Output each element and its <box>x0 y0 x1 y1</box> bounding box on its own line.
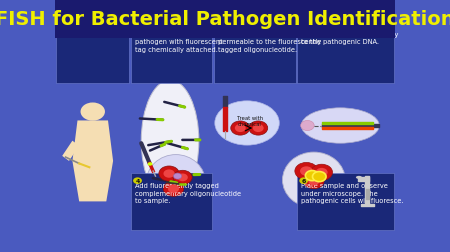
Circle shape <box>177 174 188 181</box>
Text: Chemically treat tissue sample to
make the membranes of all cells
permeable to t: Chemically treat tissue sample to make t… <box>218 24 330 52</box>
Polygon shape <box>72 121 113 202</box>
Circle shape <box>133 178 142 184</box>
Circle shape <box>299 19 308 25</box>
Text: 5: 5 <box>302 20 306 25</box>
Circle shape <box>173 173 182 179</box>
Circle shape <box>235 124 246 133</box>
Circle shape <box>312 172 326 182</box>
FancyBboxPatch shape <box>297 14 394 84</box>
Circle shape <box>306 171 319 181</box>
Circle shape <box>168 185 179 193</box>
Circle shape <box>81 103 105 121</box>
Circle shape <box>316 168 328 177</box>
Circle shape <box>58 19 68 25</box>
Text: 2: 2 <box>135 20 140 25</box>
Polygon shape <box>167 197 173 215</box>
Ellipse shape <box>356 176 362 179</box>
FancyBboxPatch shape <box>55 0 395 39</box>
Circle shape <box>300 167 313 176</box>
Ellipse shape <box>283 152 345 208</box>
Text: 6: 6 <box>302 178 306 183</box>
Text: Treat with
chemical: Treat with chemical <box>237 116 263 127</box>
Ellipse shape <box>168 215 172 218</box>
Circle shape <box>159 166 179 181</box>
Text: Synthesize complementary
oligonucleotide for suspected
pathogen with fluorescent: Synthesize complementary oligonucleotide… <box>135 24 234 52</box>
Circle shape <box>311 165 333 181</box>
Text: Add fluorescently tagged
complementary oligonucleotide
to sample.: Add fluorescently tagged complementary o… <box>135 183 241 204</box>
Text: 3: 3 <box>218 20 223 25</box>
Circle shape <box>133 19 142 25</box>
Circle shape <box>299 178 308 184</box>
Circle shape <box>253 124 264 133</box>
FancyBboxPatch shape <box>56 14 129 84</box>
Circle shape <box>301 121 314 131</box>
FancyBboxPatch shape <box>130 173 212 230</box>
Ellipse shape <box>215 102 279 146</box>
Text: The fluorescently tagged
oligonucleotide will bind only
to the pathogenic DNA.: The fluorescently tagged oligonucleotide… <box>302 24 399 45</box>
Text: Plate sample and observe
under microscope. The
pathogenic cells will fluoresce.: Plate sample and observe under microscop… <box>302 183 404 204</box>
Ellipse shape <box>146 155 206 210</box>
Circle shape <box>249 121 268 136</box>
Text: 4: 4 <box>135 178 140 183</box>
FancyBboxPatch shape <box>297 173 394 230</box>
Text: 1: 1 <box>61 20 65 25</box>
Circle shape <box>216 19 225 25</box>
Circle shape <box>173 171 192 185</box>
Circle shape <box>295 163 318 180</box>
Text: FISH for Bacterial Pathogen Identification: FISH for Bacterial Pathogen Identificati… <box>0 10 450 29</box>
FancyBboxPatch shape <box>214 14 296 84</box>
Circle shape <box>148 163 153 166</box>
Text: Collect infected tissue
sample from patient.: Collect infected tissue sample from pati… <box>60 24 135 37</box>
Circle shape <box>304 174 324 189</box>
FancyBboxPatch shape <box>130 14 212 84</box>
Circle shape <box>308 177 319 185</box>
Ellipse shape <box>302 108 379 144</box>
Circle shape <box>163 170 175 178</box>
Circle shape <box>231 121 250 136</box>
Ellipse shape <box>141 81 199 202</box>
Polygon shape <box>62 141 79 161</box>
Circle shape <box>163 181 184 197</box>
